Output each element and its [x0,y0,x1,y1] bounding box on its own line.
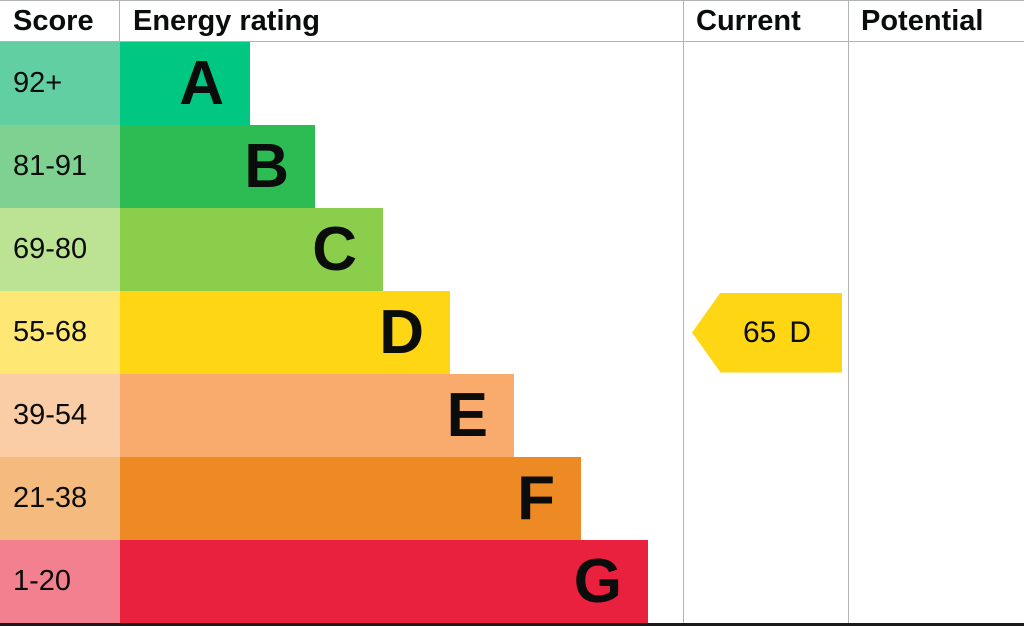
rating-band-f: 21-38 F [0,457,683,540]
current-score: 65 [742,315,777,349]
current-header: Current [696,4,801,37]
rating-bar: F [120,457,581,540]
rating-bar: B [120,125,315,208]
rating-band-e: 39-54 E [0,374,683,457]
column-divider-current [683,1,684,623]
score-range: 55-68 [0,291,120,374]
current-rating-indicator: 65 D [692,292,842,373]
score-range: 92+ [0,42,120,125]
rating-letter: E [446,380,488,450]
rating-letter: D [379,297,424,367]
score-range: 21-38 [0,457,120,540]
rating-letter: B [244,131,289,201]
current-letter: D [789,315,812,349]
rating-band-c: 69-80 C [0,208,683,291]
score-range: 81-91 [0,125,120,208]
potential-header: Potential [861,4,984,37]
rating-bands: 92+ A 81-91 B 69-80 C 55-68 D 39-54 E 21-38 F 1-20 G [0,42,683,623]
rating-bar: D [120,291,450,374]
rating-letter: A [179,48,224,118]
score-range: 39-54 [0,374,120,457]
rating-letter: G [573,546,622,616]
score-header: Score [0,1,120,41]
column-divider-potential [848,1,849,623]
rating-bar: C [120,208,383,291]
chart-header: Score Energy rating Current Potential [0,1,1024,42]
rating-letter: F [517,463,555,533]
rating-band-g: 1-20 G [0,540,683,623]
energy-rating-header: Energy rating [133,4,320,37]
rating-bar: E [120,374,514,457]
score-range: 69-80 [0,208,120,291]
rating-bar: A [120,42,250,125]
rating-letter: C [312,214,357,284]
rating-bar: G [120,540,648,623]
rating-band-a: 92+ A [0,42,683,125]
rating-band-d: 55-68 D [0,291,683,374]
score-range: 1-20 [0,540,120,623]
rating-band-b: 81-91 B [0,125,683,208]
